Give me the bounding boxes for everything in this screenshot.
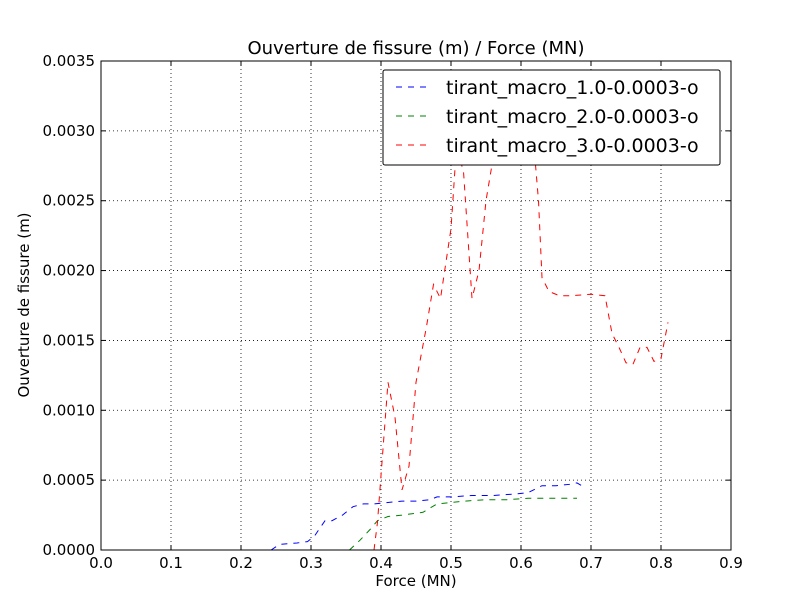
y-tick-label: 0.0020	[43, 262, 96, 280]
y-axis-title: Ouverture de fissure (m)	[15, 212, 33, 397]
y-tick-label: 0.0030	[43, 122, 96, 140]
x-tick-label: 0.7	[579, 554, 603, 572]
y-tick-label: 0.0025	[43, 192, 96, 210]
grid-lines	[101, 61, 731, 550]
legend: tirant_macro_1.0-0.0003-o tirant_macro_2.…	[382, 69, 721, 166]
x-tick-label: 0.9	[719, 554, 743, 572]
axis-ticks: 0.0 0.1 0.2 0.3 0.4 0.5 0.6 0.7 0.8 0.9 0.0000 0.00…	[43, 52, 743, 572]
x-tick-label: 0.5	[439, 554, 463, 572]
legend-box	[382, 69, 721, 166]
y-tick-label: 0.0000	[43, 541, 96, 559]
x-tick-label: 0.0	[89, 554, 113, 572]
y-tick-label: 0.0035	[43, 52, 96, 70]
legend-label-3: tirant_macro_3.0-0.0003-o	[446, 135, 699, 157]
legend-label-2: tirant_macro_2.0-0.0003-o	[446, 106, 699, 128]
legend-label-1: tirant_macro_1.0-0.0003-o	[446, 77, 699, 99]
chart-title: Ouverture de fissure (m) / Force (MN)	[247, 38, 584, 59]
plot-frame	[100, 60, 732, 551]
x-tick-label: 0.8	[649, 554, 673, 572]
x-tick-label: 0.6	[509, 554, 533, 572]
x-tick-label: 0.3	[299, 554, 323, 572]
x-axis-title: Force (MN)	[375, 572, 456, 590]
series-line-1	[270, 482, 585, 551]
x-tick-label: 0.1	[159, 554, 183, 572]
y-tick-label: 0.0015	[43, 331, 96, 349]
x-tick-label: 0.2	[229, 554, 253, 572]
x-tick-label: 0.4	[369, 554, 393, 572]
y-tick-label: 0.0005	[43, 471, 96, 489]
series-line-2	[349, 497, 577, 551]
y-tick-label: 0.0010	[43, 401, 96, 419]
